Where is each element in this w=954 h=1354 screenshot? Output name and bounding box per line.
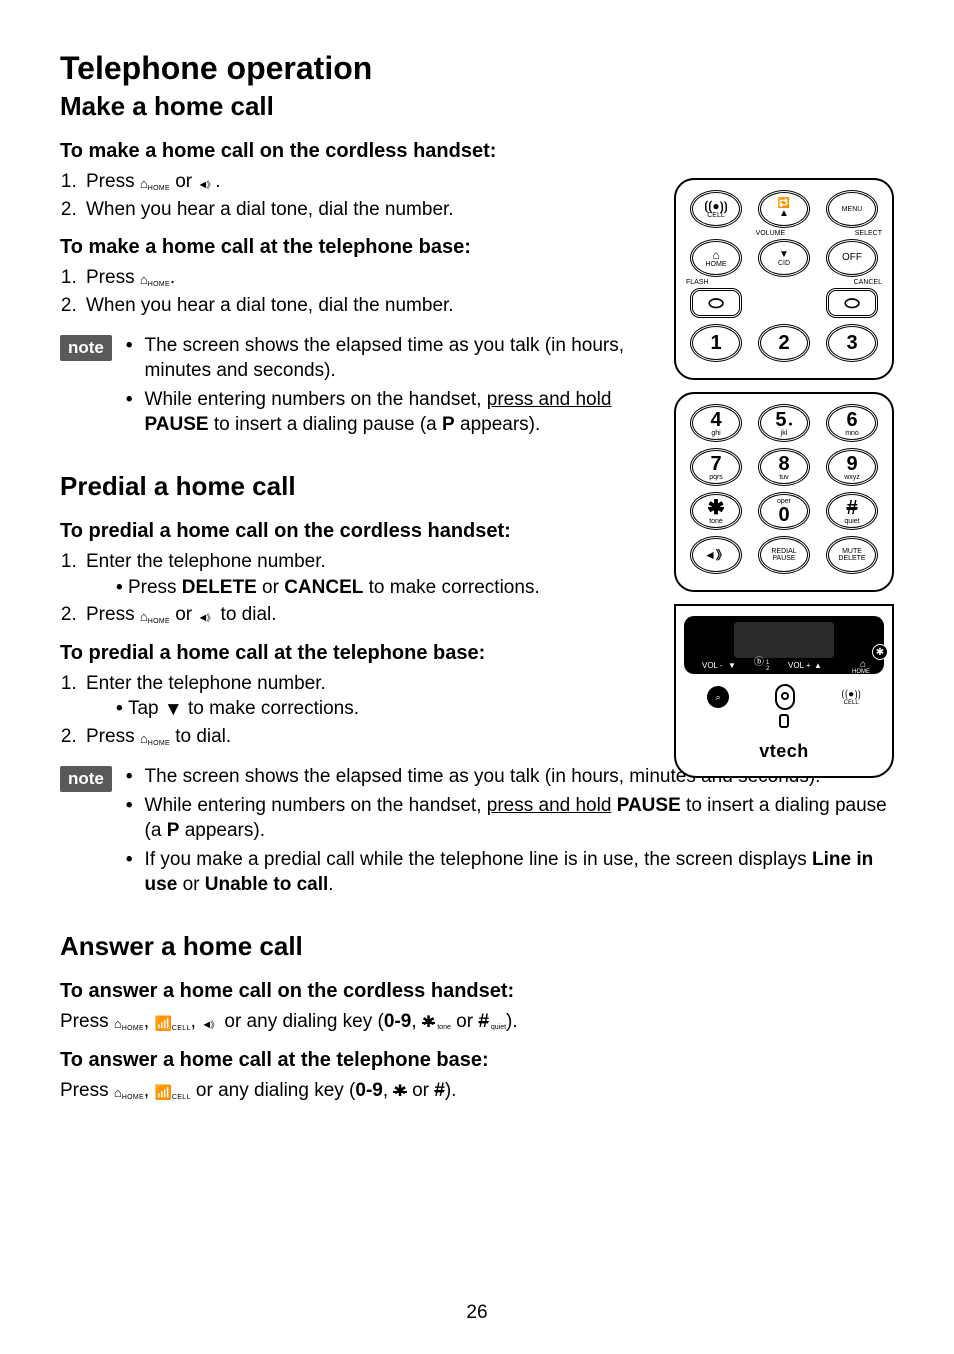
base-handset-slot bbox=[775, 684, 795, 710]
up-button: 🔁▲ bbox=[758, 190, 810, 228]
speaker-button: ◄》 bbox=[690, 536, 742, 574]
key-2: 2 bbox=[758, 324, 810, 362]
key-7: 7pqrs bbox=[690, 448, 742, 486]
handset-illustration: ⟮⟮●⟯⟯CELL 🔁▲ MENU VOLUMESELECT ⌂HOME ▼CI… bbox=[674, 178, 894, 778]
substep: Press DELETE or CANCEL to make correctio… bbox=[116, 575, 640, 601]
down-arrow-icon: ▼ bbox=[164, 697, 183, 723]
mute-button: MUTE DELETE bbox=[826, 536, 878, 574]
step: Enter the telephone number. Tap ▼ to mak… bbox=[82, 671, 640, 722]
home-icon: ⌂ bbox=[114, 1084, 144, 1102]
cell-icon: 📶 bbox=[154, 1014, 190, 1033]
step: When you hear a dial tone, dial the numb… bbox=[82, 197, 640, 223]
home-icon: ⌂ bbox=[114, 1015, 144, 1033]
cell-button: ⟮⟮●⟯⟯CELL bbox=[690, 190, 742, 228]
speaker-icon bbox=[197, 607, 215, 626]
hash-icon: # bbox=[478, 1011, 489, 1032]
note-block: note The screen shows the elapsed time a… bbox=[60, 333, 640, 441]
heading-handset-answer: To answer a home call on the cordless ha… bbox=[60, 980, 894, 1003]
note-tag: note bbox=[60, 766, 112, 792]
heading-base-answer: To answer a home call at the telephone b… bbox=[60, 1049, 894, 1072]
instruction: Press ⌂, 📶, or any dialing key (0-9, ✱ t… bbox=[60, 1009, 894, 1035]
note-item: While entering numbers on the handset, p… bbox=[126, 793, 894, 843]
page-title: Telephone operation bbox=[60, 50, 894, 87]
key-1: 1 bbox=[690, 324, 742, 362]
down-button: ▼CID bbox=[758, 239, 810, 277]
home-icon: ⌂ bbox=[140, 175, 170, 193]
brand-label: vtech bbox=[684, 741, 884, 762]
base-find-button: ⌕ bbox=[707, 686, 729, 708]
handset-top-panel: ⟮⟮●⟯⟯CELL 🔁▲ MENU VOLUMESELECT ⌂HOME ▼CI… bbox=[674, 178, 894, 380]
star-icon: ✱ bbox=[393, 1081, 406, 1103]
cell-icon: 📶 bbox=[154, 1083, 190, 1102]
page-number: 26 bbox=[0, 1302, 954, 1324]
star-icon: ✱ bbox=[422, 1012, 435, 1034]
home-button: ⌂HOME bbox=[690, 239, 742, 277]
hash-icon: # bbox=[434, 1080, 445, 1101]
key-9: 9wxyz bbox=[826, 448, 878, 486]
step: Press ⌂ or to dial. bbox=[82, 602, 640, 628]
heading-handset-make: To make a home call on the cordless hand… bbox=[60, 140, 640, 163]
note-item: If you make a predial call while the tel… bbox=[126, 847, 894, 897]
substep: Tap ▼ to make corrections. bbox=[116, 696, 640, 722]
home-icon: ⌂ bbox=[140, 608, 170, 626]
base-screen: ✱ VOL - ▼ ⓑ 12 VOL + ▲ ⌂ HOME bbox=[684, 616, 884, 674]
heading-base-predial: To predial a home call at the telephone … bbox=[60, 642, 640, 665]
speaker-icon bbox=[201, 1014, 219, 1033]
home-icon: ⌂ bbox=[140, 730, 170, 748]
off-button: OFF bbox=[826, 239, 878, 277]
speaker-icon bbox=[197, 174, 215, 193]
key-0: oper0 bbox=[758, 492, 810, 530]
step: Press ⌂. bbox=[82, 265, 640, 291]
section-answer: Answer a home call bbox=[60, 931, 894, 962]
key-5: 5 ●jkl bbox=[758, 404, 810, 442]
note-item: While entering numbers on the handset, p… bbox=[126, 387, 640, 437]
soft-right: ⬭ bbox=[826, 288, 878, 318]
note-tag: note bbox=[60, 335, 112, 361]
key-6: 6mno bbox=[826, 404, 878, 442]
bluetooth-icon: ✱ bbox=[872, 644, 888, 660]
handset-keypad-panel: 4ghi 5 ●jkl 6mno 7pqrs 8tuv 9wxyz ✱tone … bbox=[674, 392, 894, 592]
home-icon: ⌂ bbox=[140, 271, 170, 289]
menu-button: MENU bbox=[826, 190, 878, 228]
soft-left: ⬭ bbox=[690, 288, 742, 318]
base-panel: ✱ VOL - ▼ ⓑ 12 VOL + ▲ ⌂ HOME ⌕ ⟮⟮●⟯⟯ CE… bbox=[674, 604, 894, 778]
redial-button: REDIAL PAUSE bbox=[758, 536, 810, 574]
section-predial: Predial a home call bbox=[60, 471, 640, 502]
step: When you hear a dial tone, dial the numb… bbox=[82, 293, 640, 319]
note-item: The screen shows the elapsed time as you… bbox=[126, 333, 640, 383]
key-star: ✱tone bbox=[690, 492, 742, 530]
step: Enter the telephone number. Press DELETE… bbox=[82, 549, 640, 600]
heading-handset-predial: To predial a home call on the cordless h… bbox=[60, 520, 640, 543]
section-make-call: Make a home call bbox=[60, 91, 894, 122]
key-3: 3 bbox=[826, 324, 878, 362]
key-hash: #quiet bbox=[826, 492, 878, 530]
heading-base-make: To make a home call at the telephone bas… bbox=[60, 236, 640, 259]
step: Press ⌂ or . bbox=[82, 169, 640, 195]
step: Press ⌂ to dial. bbox=[82, 724, 640, 750]
note-block: note The screen shows the elapsed time a… bbox=[60, 764, 894, 901]
instruction: Press ⌂, 📶 or any dialing key (0-9, ✱ or… bbox=[60, 1078, 894, 1104]
key-8: 8tuv bbox=[758, 448, 810, 486]
key-4: 4ghi bbox=[690, 404, 742, 442]
